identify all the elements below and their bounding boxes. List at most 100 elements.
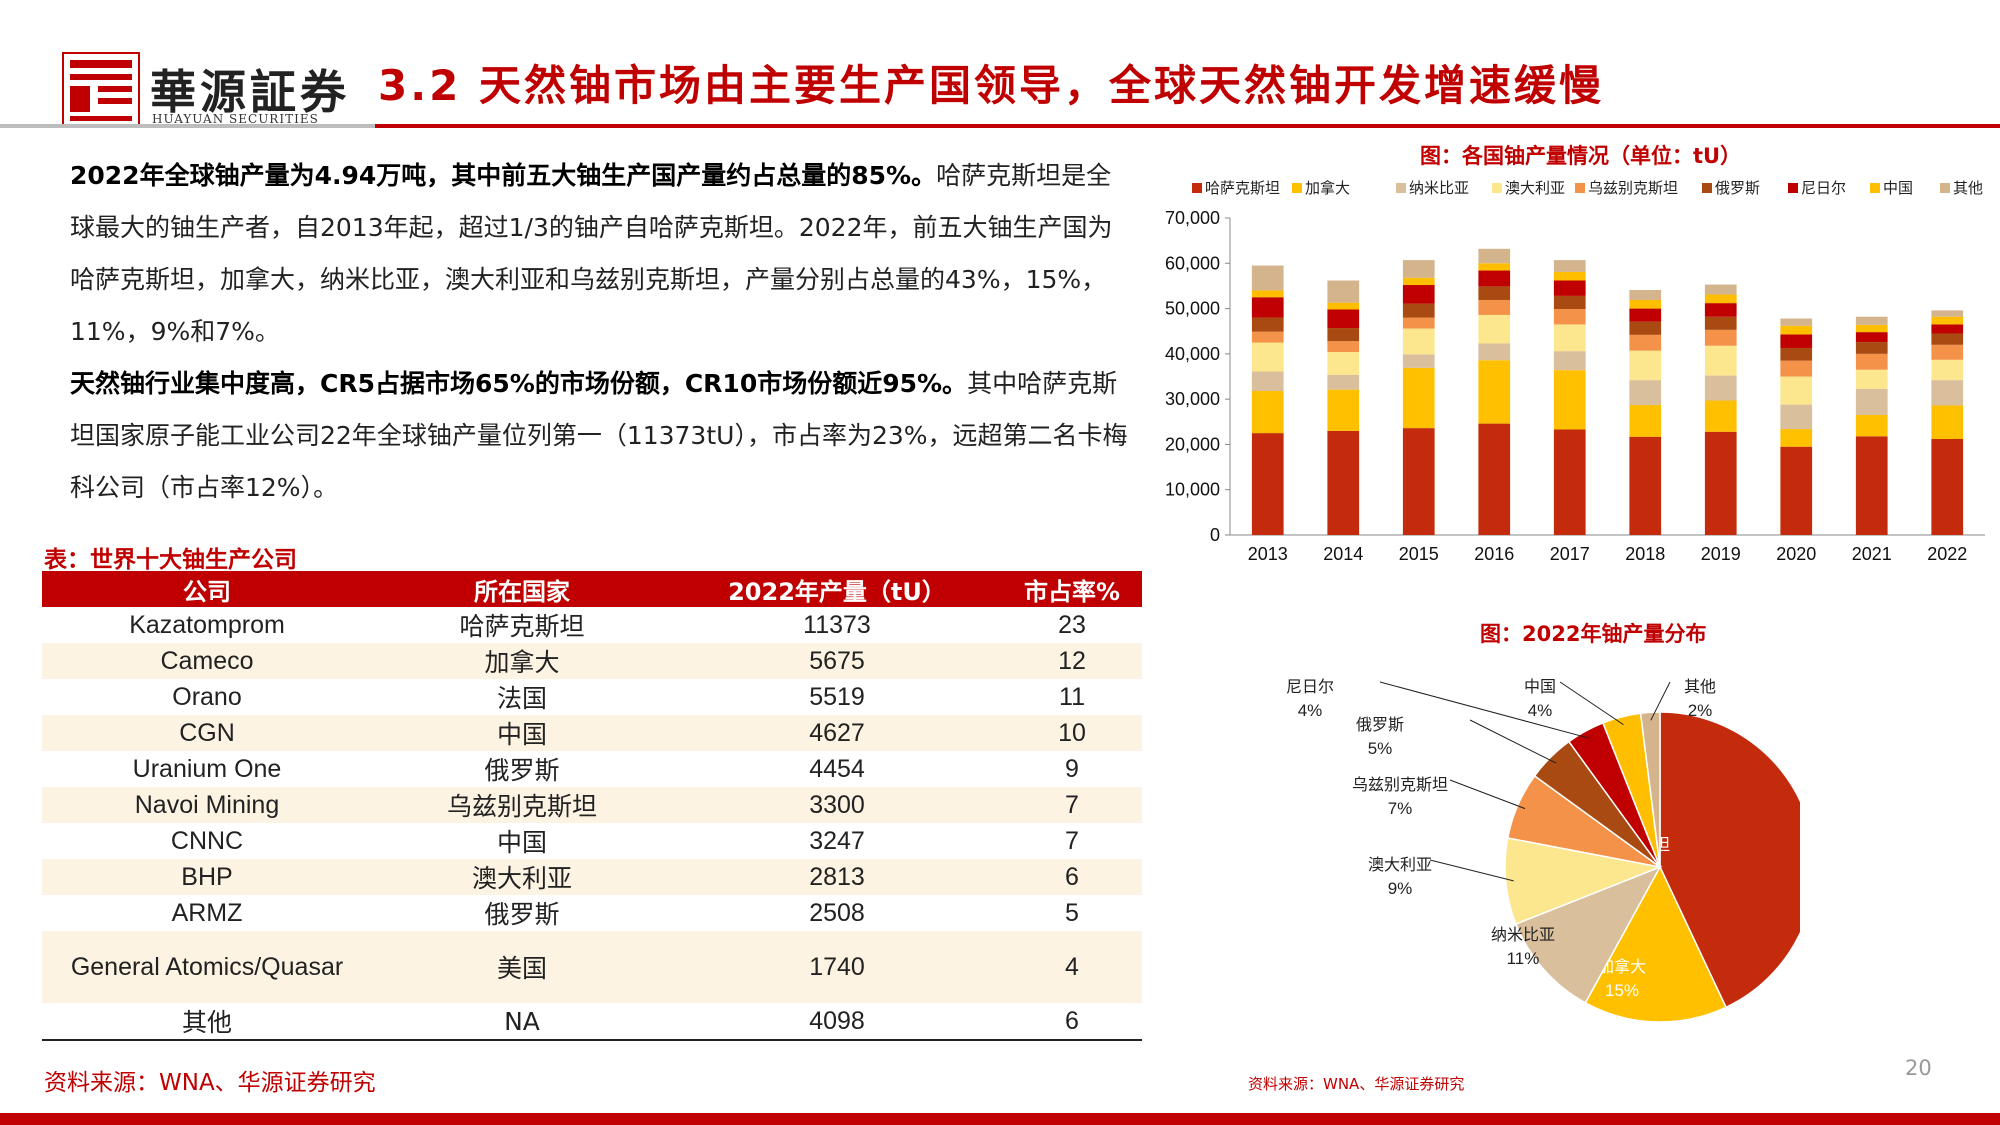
x-tick-label: 2021 xyxy=(1852,544,1892,564)
bar-segment xyxy=(1704,303,1737,317)
cell-company: BHP xyxy=(42,859,372,895)
bar-segment xyxy=(1704,375,1737,401)
table-row: BHP 澳大利亚 2813 6 xyxy=(42,859,1142,895)
bar-segment xyxy=(1704,284,1737,295)
paragraph-1: 2022年全球铀产量为4.94万吨，其中前五大铀生产国产量约占总量的85%。哈萨… xyxy=(70,150,1135,358)
x-tick-label: 2020 xyxy=(1776,544,1816,564)
legend-swatch xyxy=(1292,183,1302,193)
bar-segment xyxy=(1402,367,1435,429)
bar-segment xyxy=(1855,316,1888,325)
legend-label: 其他 xyxy=(1953,179,1983,197)
cell-share: 4 xyxy=(1002,931,1142,1003)
bar-segment xyxy=(1478,314,1511,344)
header-divider-red xyxy=(375,124,2000,128)
bar-segment xyxy=(1780,334,1813,348)
cell-company: Cameco xyxy=(42,643,372,679)
bar-segment xyxy=(1251,317,1284,332)
legend-label: 俄罗斯 xyxy=(1715,179,1760,197)
bar-segment xyxy=(1251,265,1284,291)
legend-label: 乌兹别克斯坦 xyxy=(1588,179,1678,197)
cell-company: Uranium One xyxy=(132,754,282,783)
table-row: Kazatomprom 哈萨克斯坦 11373 23 xyxy=(42,607,1142,643)
bar-segment xyxy=(1478,299,1511,315)
cell-production: 2508 xyxy=(809,898,865,927)
bar-segment xyxy=(1629,290,1662,300)
pie-slice xyxy=(1504,837,1663,926)
x-tick-label: 2017 xyxy=(1550,544,1590,564)
page-number: 20 xyxy=(1905,1056,1932,1080)
bar-segment xyxy=(1402,428,1435,535)
pie-slice xyxy=(1639,711,1661,868)
x-tick-label: 2013 xyxy=(1248,544,1288,564)
bar-segment xyxy=(1478,270,1511,287)
paragraph-1-text: 哈萨克斯坦是全球最大的铀生产者，自2013年起，超过1/3的铀产自哈萨克斯坦。2… xyxy=(70,161,1113,346)
pie-slice-value: 11% xyxy=(1507,949,1540,968)
legend-swatch xyxy=(1396,183,1406,193)
pie-slice-value: 5% xyxy=(1368,739,1393,758)
uranium-producers-table: 公司 所在国家 2022年产量（tU） 市占率% Kazatomprom 哈萨克斯… xyxy=(42,571,1142,1041)
cell-production: 1740 xyxy=(672,931,1002,1003)
y-tick-label: 20,000 xyxy=(1165,434,1220,454)
bar-segment xyxy=(1855,436,1888,535)
col-header-company: 公司 xyxy=(42,571,372,607)
bar-segment xyxy=(1251,433,1284,535)
bar-segment xyxy=(1553,295,1586,310)
legend-swatch xyxy=(1940,183,1950,193)
bar-segment xyxy=(1629,350,1662,381)
cell-production: 3300 xyxy=(672,787,1002,823)
bar-segment xyxy=(1704,294,1737,304)
cell-company: ARMZ xyxy=(171,898,243,927)
bar-segment xyxy=(1327,328,1360,342)
pie-leader-line xyxy=(1449,779,1526,810)
pie-slice-value: 4% xyxy=(1528,701,1553,720)
legend-swatch xyxy=(1788,183,1798,193)
bar-segment xyxy=(1931,380,1964,406)
legend-label: 哈萨克斯坦 xyxy=(1205,179,1280,197)
cell-country: NA xyxy=(372,1003,672,1041)
cell-company: Kazatomprom xyxy=(129,610,285,639)
cell-company: 其他 xyxy=(42,1003,372,1041)
pie-slice-value: 7% xyxy=(1388,799,1413,818)
cell-production: 5519 xyxy=(809,682,865,711)
bar-segment xyxy=(1931,359,1964,381)
bar-segment xyxy=(1931,333,1964,345)
bar-segment xyxy=(1931,405,1964,439)
table-header-row: 公司 所在国家 2022年产量（tU） 市占率% xyxy=(42,571,1142,607)
y-tick-label: 70,000 xyxy=(1165,208,1220,228)
bar-segment xyxy=(1402,328,1435,355)
table-row: Navoi Mining 乌兹别克斯坦 3300 7 xyxy=(42,787,1142,823)
x-tick-label: 2015 xyxy=(1399,544,1439,564)
bar-segment xyxy=(1780,347,1813,361)
legend-swatch xyxy=(1702,183,1712,193)
paragraph-2-highlight: 天然铀行业集中度高，CR5占据市场65%的市场份额，CR10市场份额近95%。 xyxy=(70,369,968,398)
pie-slice-name: 加拿大 xyxy=(1598,957,1646,976)
bar-segment xyxy=(1704,329,1737,346)
cell-country: 俄罗斯 xyxy=(484,900,560,929)
bar-segment xyxy=(1780,318,1813,326)
bar-segment xyxy=(1478,423,1511,535)
bar-segment xyxy=(1780,325,1813,335)
cell-country: 中国 xyxy=(372,715,672,751)
pie-slice-value: 9% xyxy=(1388,879,1413,898)
pie-slice-name: 其他 xyxy=(1684,677,1716,696)
col-header-production: 2022年产量（tU） xyxy=(672,571,1002,607)
bar-segment xyxy=(1855,369,1888,389)
cell-production: 2813 xyxy=(672,859,1002,895)
bar-segment xyxy=(1327,374,1360,390)
bar-segment xyxy=(1629,308,1662,322)
bar-segment xyxy=(1780,404,1813,430)
bar-segment xyxy=(1478,360,1511,424)
bar-segment xyxy=(1855,332,1888,343)
bar-segment xyxy=(1251,297,1284,318)
legend-label: 中国 xyxy=(1883,179,1913,197)
cell-production: 4098 xyxy=(672,1003,1002,1041)
x-tick-label: 2018 xyxy=(1625,544,1665,564)
company-logo-subtext: HUAYUAN SECURITIES xyxy=(152,112,319,126)
legend-label: 尼日尔 xyxy=(1801,179,1846,197)
cell-country: 中国 xyxy=(496,828,547,857)
bar-segment xyxy=(1553,280,1586,296)
bar-segment xyxy=(1553,429,1586,535)
cell-country: 乌兹别克斯坦 xyxy=(372,787,672,823)
cell-share: 5 xyxy=(1065,898,1079,927)
pie-leader-line xyxy=(1650,681,1671,721)
